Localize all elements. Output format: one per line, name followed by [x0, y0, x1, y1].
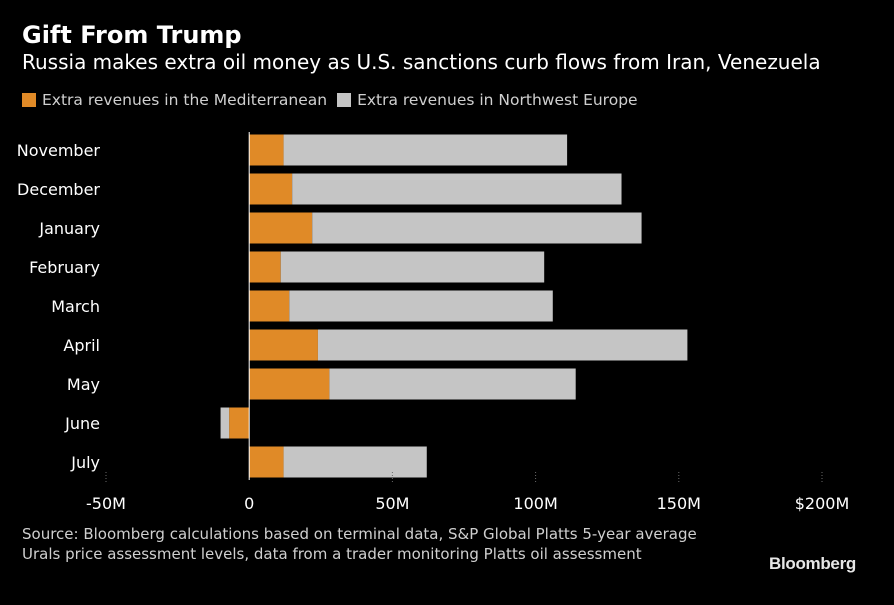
- bar-may-mediterranean: [249, 368, 330, 400]
- bar-june-northwest-europe: [220, 407, 230, 439]
- bar-may-northwest-europe: [329, 368, 576, 400]
- bar-january-mediterranean: [249, 212, 313, 244]
- bar-february-northwest-europe: [280, 251, 545, 283]
- category-label-february: February: [29, 258, 100, 277]
- bar-march-mediterranean: [249, 290, 290, 322]
- legend-label-mediterranean: Extra revenues in the Mediterranean: [42, 91, 328, 109]
- tick-label-200m: $200M: [795, 494, 850, 513]
- legend-item-mediterranean: Extra revenues in the Mediterranean: [22, 91, 327, 109]
- bloomberg-logo: Bloomberg: [768, 554, 856, 573]
- bar-november-northwest-europe: [283, 134, 568, 166]
- category-label-december: December: [17, 180, 100, 199]
- legend-label-northwest-europe: Extra revenues in Northwest Europe: [357, 91, 638, 109]
- category-label-may: May: [67, 375, 100, 394]
- bar-july-northwest-europe: [283, 446, 427, 478]
- bar-january-northwest-europe: [312, 212, 642, 244]
- bar-april-northwest-europe: [317, 329, 688, 361]
- category-label-january: January: [38, 219, 100, 238]
- legend-item-northwest-europe: Extra revenues in Northwest Europe: [337, 91, 638, 109]
- category-label-november: November: [17, 141, 101, 160]
- bar-april-mediterranean: [249, 329, 318, 361]
- legend-swatch-mediterranean: [22, 93, 36, 107]
- source-note: Source: Bloomberg calculations based on …: [22, 525, 697, 563]
- category-label-march: March: [51, 297, 100, 316]
- category-label-april: April: [63, 336, 100, 355]
- tick-label-50m: 50M: [375, 494, 409, 513]
- category-label-july: July: [70, 453, 100, 472]
- tick-label--50m: -50M: [86, 494, 126, 513]
- tick-label-0: 0: [244, 494, 254, 513]
- legend-swatch-northwest-europe: [337, 93, 352, 107]
- bar-june-mediterranean: [229, 407, 250, 439]
- bar-july-mediterranean: [249, 446, 284, 478]
- legend: Extra revenues in the Mediterranean Extr…: [22, 89, 648, 111]
- bar-december-mediterranean: [249, 173, 293, 205]
- bar-february-mediterranean: [249, 251, 281, 283]
- bar-december-northwest-europe: [292, 173, 622, 205]
- chart-subtitle: Russia makes extra oil money as U.S. san…: [22, 50, 821, 74]
- bar-march-northwest-europe: [289, 290, 553, 322]
- bar-november-mediterranean: [249, 134, 284, 166]
- tick-label-100m: 100M: [513, 494, 557, 513]
- chart-title: Gift From Trump: [22, 21, 242, 49]
- tick-label-150m: 150M: [657, 494, 701, 513]
- category-label-june: June: [64, 414, 100, 433]
